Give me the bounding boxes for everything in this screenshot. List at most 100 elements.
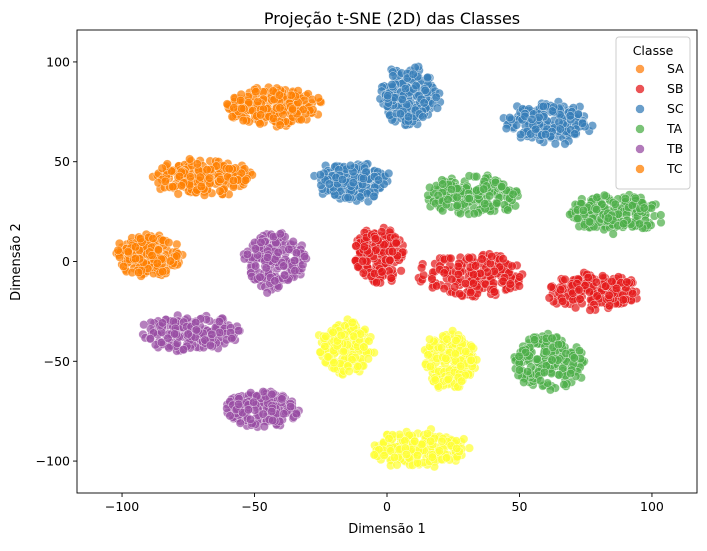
scatter-point bbox=[202, 165, 212, 175]
scatter-point bbox=[245, 414, 255, 424]
scatter-point bbox=[344, 366, 354, 376]
scatter-point bbox=[172, 239, 182, 249]
legend-label: TB bbox=[666, 141, 683, 156]
scatter-point bbox=[604, 290, 614, 300]
scatter-point bbox=[207, 329, 217, 339]
scatter-point bbox=[639, 203, 649, 213]
scatter-point bbox=[191, 325, 201, 335]
scatter-point bbox=[450, 349, 460, 359]
scatter-point bbox=[377, 267, 387, 277]
scatter-point bbox=[592, 204, 602, 215]
scatter-point bbox=[377, 227, 387, 237]
scatter-point bbox=[275, 120, 285, 130]
legend-marker bbox=[635, 64, 645, 74]
scatter-point bbox=[164, 238, 174, 248]
scatter-point bbox=[418, 112, 428, 122]
scatter-point bbox=[173, 189, 183, 199]
scatter-point bbox=[497, 182, 507, 192]
scatter-point bbox=[426, 436, 436, 446]
x-axis-label: Dimensão 1 bbox=[348, 522, 426, 537]
scatter-point bbox=[492, 198, 502, 208]
scatter-point bbox=[560, 274, 570, 284]
scatter-point bbox=[387, 80, 397, 90]
scatter-point bbox=[466, 355, 476, 365]
scatter-point bbox=[168, 182, 178, 192]
scatter-point bbox=[514, 351, 524, 361]
scatter-point bbox=[425, 334, 435, 344]
scatter-point bbox=[353, 361, 363, 372]
scatter-point bbox=[147, 250, 157, 261]
scatter-point bbox=[437, 436, 447, 446]
scatter-point bbox=[347, 318, 357, 328]
scatter-point bbox=[459, 434, 469, 444]
scatter-point bbox=[250, 261, 261, 271]
scatter-point bbox=[553, 339, 563, 350]
scatter-point bbox=[443, 374, 453, 384]
scatter-point bbox=[240, 175, 251, 185]
scatter-point bbox=[565, 111, 575, 121]
scatter-point bbox=[185, 154, 195, 164]
scatter-point bbox=[607, 276, 617, 286]
scatter-point bbox=[425, 182, 435, 193]
scatter-point bbox=[608, 229, 618, 239]
series-5-points bbox=[314, 314, 482, 472]
scatter-point bbox=[274, 90, 284, 100]
scatter-point bbox=[237, 104, 247, 114]
scatter-point bbox=[575, 294, 585, 304]
scatter-point bbox=[451, 335, 461, 346]
scatter-point bbox=[348, 178, 358, 188]
scatter-point bbox=[468, 278, 478, 288]
scatter-point bbox=[427, 274, 437, 284]
legend-marker bbox=[635, 124, 645, 134]
legend-marker bbox=[635, 164, 645, 174]
scatter-point bbox=[395, 109, 405, 119]
scatter-point bbox=[532, 354, 542, 364]
scatter-point bbox=[195, 172, 205, 182]
legend-label: SC bbox=[667, 101, 684, 116]
scatter-point bbox=[408, 69, 418, 79]
scatter-point bbox=[243, 405, 253, 415]
scatter-point bbox=[446, 184, 456, 194]
scatter-point bbox=[487, 251, 497, 261]
scatter-point bbox=[277, 394, 287, 404]
scatter-point bbox=[489, 287, 499, 297]
scatter-point bbox=[286, 402, 296, 412]
x-tick-label: −100 bbox=[105, 499, 139, 514]
scatter-point bbox=[419, 98, 429, 108]
scatter-point bbox=[431, 92, 441, 102]
scatter-point bbox=[229, 103, 239, 113]
scatter-point bbox=[268, 415, 278, 425]
x-axis-ticks: −100 −50 0 50 100 bbox=[105, 493, 664, 514]
scatter-point bbox=[258, 409, 268, 419]
scatter-point bbox=[501, 123, 511, 133]
scatter-point bbox=[329, 358, 339, 368]
scatter-point bbox=[592, 291, 602, 301]
scatter-point bbox=[410, 436, 420, 446]
scatter-point bbox=[279, 409, 289, 419]
scatter-point bbox=[420, 85, 430, 95]
scatter-point bbox=[619, 219, 629, 229]
scatter-point bbox=[508, 189, 518, 199]
x-tick-label: −50 bbox=[241, 499, 267, 514]
scatter-point bbox=[172, 251, 182, 261]
scatter-point bbox=[634, 219, 645, 229]
scatter-point bbox=[235, 418, 245, 428]
scatter-point bbox=[401, 449, 411, 460]
scatter-point bbox=[286, 90, 296, 100]
scatter-point bbox=[273, 247, 283, 257]
scatter-point bbox=[133, 268, 144, 278]
scatter-point bbox=[584, 287, 595, 297]
scatter-point bbox=[192, 159, 202, 169]
scatter-point bbox=[396, 266, 406, 276]
scatter-point bbox=[336, 330, 346, 340]
scatter-point bbox=[388, 71, 398, 81]
scatter-point bbox=[255, 272, 265, 282]
scatter-point bbox=[620, 194, 630, 204]
scatter-point bbox=[439, 283, 449, 294]
scatter-point bbox=[436, 343, 447, 353]
scatter-point bbox=[164, 343, 174, 353]
scatter-point bbox=[442, 453, 452, 463]
scatter-point bbox=[174, 171, 185, 181]
y-tick-label: 0 bbox=[62, 254, 70, 269]
